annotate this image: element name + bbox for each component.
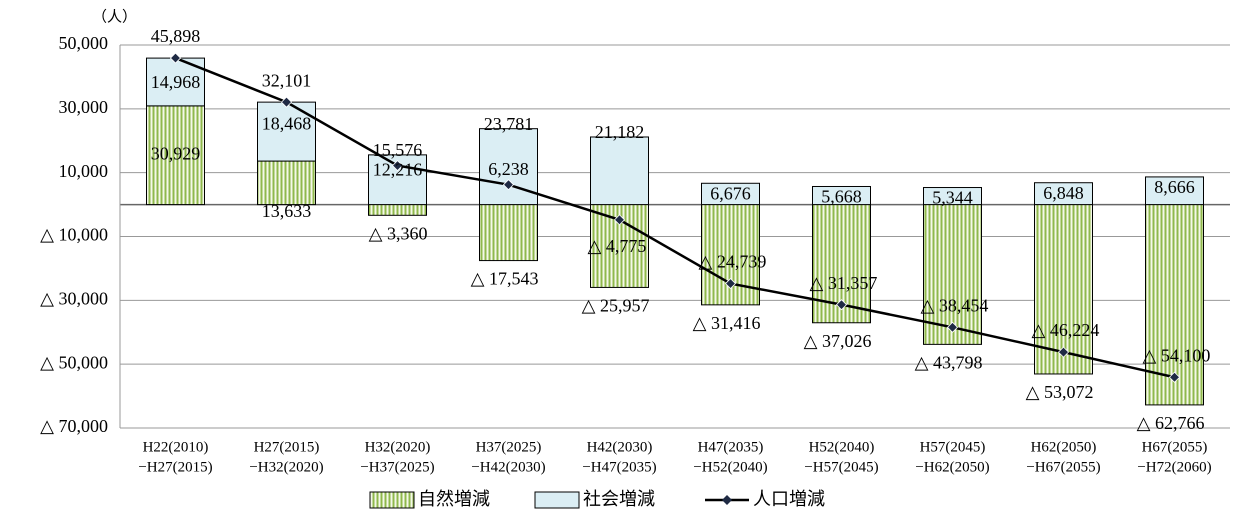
data-label: △ 4,775 [588, 236, 647, 256]
y-tick-label: △ 50,000 [40, 352, 108, 372]
x-tick-label: H32(2020) [365, 439, 431, 455]
marker [835, 299, 848, 311]
data-label: 5,344 [932, 188, 973, 208]
data-label: △ 62,766 [1137, 413, 1205, 433]
marker [391, 160, 404, 172]
legend-swatch [369, 491, 415, 509]
data-label: △ 53,072 [1026, 382, 1094, 402]
x-tick-label: H42(2030) [587, 439, 653, 455]
data-label: △ 37,026 [804, 331, 872, 351]
data-label: △ 43,798 [915, 352, 983, 372]
bar-segment [590, 136, 649, 206]
data-label: △ 31,357 [810, 273, 878, 293]
marker [169, 52, 182, 64]
data-label: 5,668 [821, 187, 862, 207]
bar-segment [701, 182, 760, 206]
x-tick-label: H27(2015) [254, 439, 320, 455]
data-label: 32,101 [262, 70, 312, 90]
x-tick-label: −H72(2060) [1137, 459, 1211, 475]
y-tick-label: 50,000 [59, 33, 109, 53]
legend-marker [722, 495, 732, 505]
x-tick-label: H22(2010) [143, 439, 209, 455]
marker [946, 321, 959, 333]
data-label: △ 38,454 [921, 295, 989, 315]
bar-segment [1034, 182, 1093, 206]
x-tick-label: H62(2050) [1031, 439, 1097, 455]
x-tick-label: H47(2035) [698, 439, 764, 455]
marker [1168, 371, 1181, 383]
marker [724, 277, 737, 290]
x-tick-label: −H57(2045) [804, 459, 878, 475]
y-tick-label: △ 10,000 [40, 225, 108, 245]
data-label: 6,676 [710, 183, 751, 203]
x-tick-label: H67(2055) [1142, 439, 1208, 455]
x-tick-label: −H62(2050) [915, 459, 989, 475]
x-tick-label: H57(2045) [920, 439, 986, 455]
x-tick-label: H37(2025) [476, 439, 542, 455]
bar-segment [812, 185, 871, 206]
bar-segment [1145, 204, 1204, 406]
legend-label: 人口増減 [753, 489, 825, 510]
data-label: 15,576 [373, 140, 423, 160]
data-label: 13,633 [262, 201, 312, 221]
bar-segment [1034, 204, 1093, 375]
y-tick-label: △ 70,000 [40, 416, 108, 436]
data-label: 6,848 [1043, 183, 1084, 203]
x-tick-label: −H67(2055) [1026, 459, 1100, 475]
unit-label: （人） [92, 8, 137, 25]
legend-swatch [534, 491, 580, 509]
data-label: 8,666 [1154, 177, 1195, 197]
data-label: 21,182 [595, 122, 645, 142]
x-tick-label: −H52(2040) [693, 459, 767, 475]
data-label: △ 17,543 [471, 269, 539, 289]
legend-label: 社会増減 [583, 489, 655, 510]
data-label: 6,238 [488, 159, 529, 179]
bar-segment [257, 160, 316, 206]
x-tick-label: −H37(2025) [360, 459, 434, 475]
bar-segment [479, 204, 538, 262]
marker [613, 214, 626, 226]
bar-segment [923, 204, 982, 345]
data-label: 18,468 [262, 114, 312, 134]
data-label: 14,968 [151, 72, 201, 92]
data-label: △ 31,416 [693, 313, 761, 333]
x-tick-label: H52(2040) [809, 439, 875, 455]
y-tick-label: 30,000 [59, 97, 109, 117]
data-label: △ 25,957 [582, 296, 650, 316]
x-tick-label: −H42(2030) [471, 459, 545, 475]
x-tick-label: −H32(2020) [249, 459, 323, 475]
data-label: 45,898 [151, 26, 201, 46]
bar-segment [1145, 176, 1204, 206]
bar-segment [368, 204, 427, 216]
data-label: 30,929 [151, 143, 201, 163]
line [175, 56, 1175, 379]
marker [502, 179, 515, 191]
x-tick-label: −H47(2035) [582, 459, 656, 475]
marker [1057, 346, 1070, 358]
data-label: △ 3,360 [369, 223, 428, 243]
bar-segment [923, 187, 982, 206]
bar-segment [146, 105, 205, 206]
data-label: △ 54,100 [1143, 345, 1211, 365]
data-label: 12,216 [373, 160, 423, 180]
marker [280, 96, 293, 108]
x-tick-label: −H27(2015) [138, 459, 212, 475]
y-tick-label: 10,000 [59, 161, 109, 181]
data-label: 23,781 [484, 114, 534, 134]
data-label: △ 24,739 [699, 252, 767, 272]
data-label: △ 46,224 [1032, 320, 1100, 340]
legend-label: 自然増減 [418, 489, 490, 510]
y-tick-label: △ 30,000 [40, 288, 108, 308]
